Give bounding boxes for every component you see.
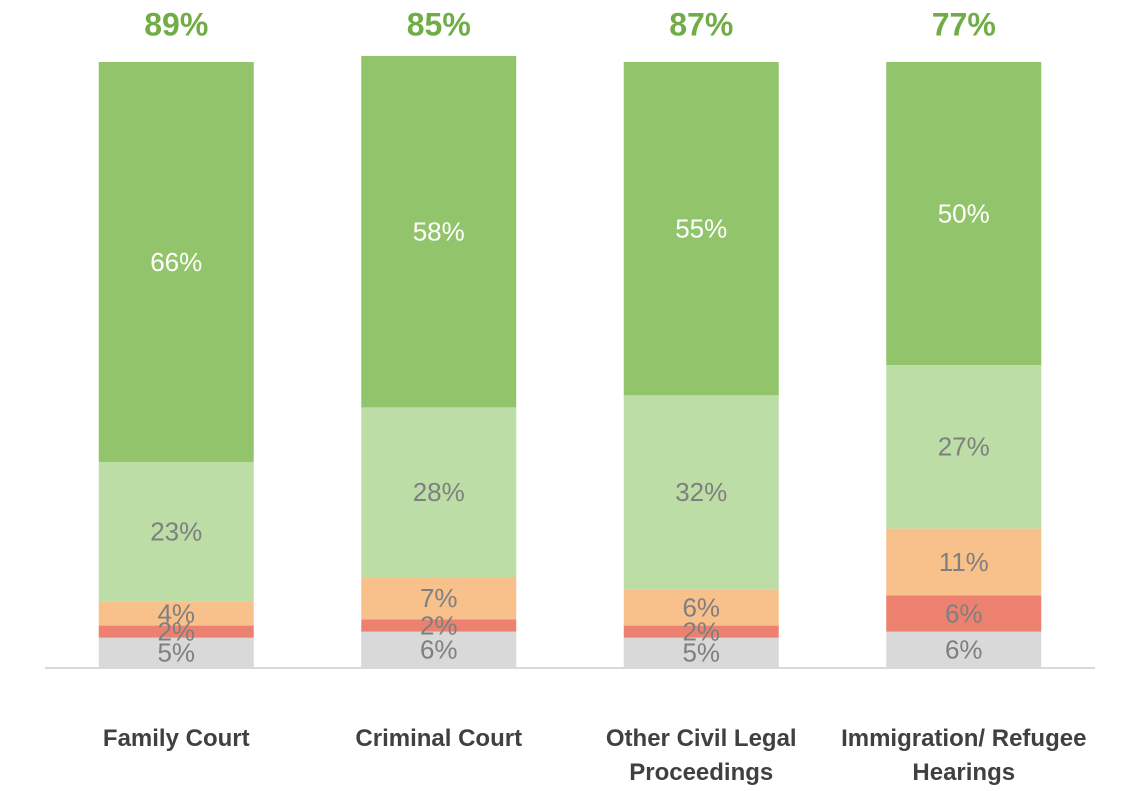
segment-label: 5% — [157, 638, 195, 668]
bar-segment — [98, 62, 254, 462]
segment-label: 55% — [675, 214, 727, 244]
segment-label: 2% — [420, 610, 458, 640]
bar-segment — [623, 637, 779, 668]
segment-label: 6% — [945, 635, 983, 665]
category-label: Criminal Court — [355, 725, 523, 752]
bar-segment — [98, 601, 254, 626]
total-label: 85% — [407, 6, 471, 42]
segment-label: 11% — [939, 547, 989, 577]
segment-label: 6% — [420, 635, 458, 665]
bar-segment — [361, 619, 517, 632]
segment-label: 2% — [157, 617, 195, 647]
total-label: 77% — [932, 6, 996, 42]
bar-segment — [623, 395, 779, 590]
bar-segment — [361, 577, 517, 620]
segment-label: 5% — [682, 638, 720, 668]
category-label: Other Civil Legal Proceedings — [605, 725, 797, 786]
bar-segment — [98, 461, 254, 602]
bar-segment — [886, 62, 1042, 365]
bar-segment — [361, 407, 517, 578]
bar-segment — [98, 625, 254, 638]
total-label: 87% — [669, 6, 733, 42]
bar-segment — [623, 589, 779, 626]
segment-label: 6% — [945, 598, 983, 628]
segment-label: 32% — [675, 477, 727, 507]
segment-label: 2% — [682, 617, 720, 647]
bar-segment — [361, 631, 517, 668]
bar-segment — [623, 62, 779, 396]
segment-label: 27% — [938, 432, 990, 462]
segment-label: 4% — [157, 598, 195, 628]
bar-segment — [886, 631, 1042, 668]
segment-label: 7% — [420, 583, 458, 613]
bar-segment — [361, 55, 517, 408]
segment-label: 23% — [150, 517, 202, 547]
segment-label: 6% — [682, 592, 720, 622]
category-label: Immigration/ Refugee Hearings — [841, 725, 1087, 786]
segment-label: 50% — [938, 198, 990, 228]
total-label: 89% — [144, 6, 208, 42]
segment-label: 66% — [150, 247, 202, 277]
bar-segment — [98, 637, 254, 668]
bar-segment — [886, 595, 1042, 632]
segment-label: 58% — [413, 217, 465, 247]
bar-segment — [886, 365, 1042, 529]
category-label: Family Court — [102, 725, 250, 752]
bar-segment — [886, 528, 1042, 596]
bar-segment — [623, 625, 779, 638]
segment-label: 28% — [413, 477, 465, 507]
